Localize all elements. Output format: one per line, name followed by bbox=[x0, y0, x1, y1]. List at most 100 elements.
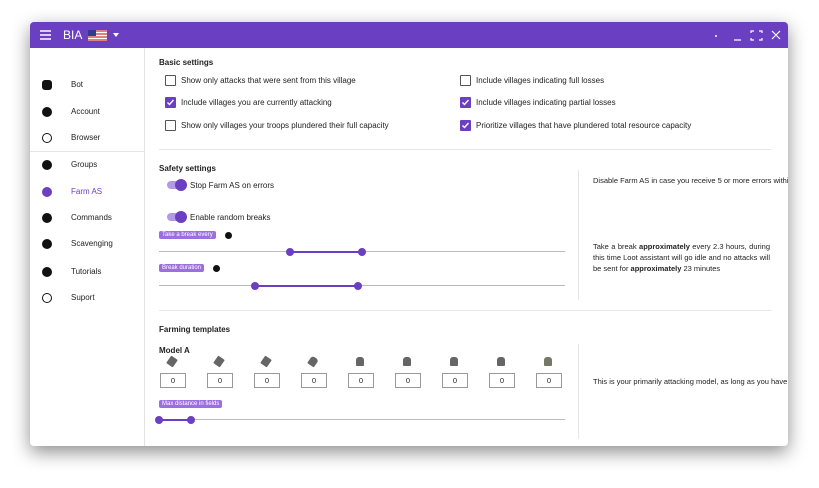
slider-range bbox=[255, 284, 358, 287]
slider[interactable] bbox=[155, 415, 565, 424]
toggle-thumb bbox=[175, 179, 187, 191]
nav-label: Farm AS bbox=[71, 187, 103, 196]
divider bbox=[30, 151, 144, 152]
dropdown-icon[interactable] bbox=[113, 33, 119, 37]
slider-thumb[interactable] bbox=[187, 415, 195, 424]
nav-item[interactable]: Browser bbox=[30, 131, 144, 145]
unit-input[interactable]: 0 bbox=[348, 373, 374, 388]
toggle-label: Stop Farm AS on errors bbox=[190, 181, 275, 190]
check-mark bbox=[462, 99, 470, 106]
checkbox-label: Show only attacks that were sent from th… bbox=[181, 76, 356, 85]
checkbox-label: Include villages indicating full losses bbox=[476, 76, 605, 85]
slider-label: Break duration bbox=[159, 264, 205, 272]
unit-icon bbox=[497, 357, 505, 366]
toggle[interactable] bbox=[167, 211, 187, 223]
window-controls[interactable] bbox=[713, 30, 783, 41]
section-title: Safety settings bbox=[159, 164, 216, 173]
nav-item[interactable]: Suport bbox=[30, 291, 144, 305]
slider[interactable] bbox=[159, 281, 565, 290]
unit-input[interactable]: 0 bbox=[442, 373, 468, 388]
nav-icon bbox=[42, 267, 52, 277]
help-icon[interactable] bbox=[225, 232, 232, 239]
nav-label: Tutorials bbox=[71, 267, 102, 276]
check-mark bbox=[167, 99, 175, 106]
description-part: Take a break bbox=[593, 242, 640, 251]
unit-input[interactable]: 0 bbox=[301, 373, 327, 388]
unit-icon bbox=[356, 357, 364, 366]
nav-item[interactable]: Tutorials bbox=[30, 265, 144, 279]
unit-input[interactable]: 0 bbox=[489, 373, 515, 388]
slider[interactable] bbox=[159, 247, 565, 256]
slider-thumb[interactable] bbox=[155, 415, 163, 424]
nav-item[interactable]: Bot bbox=[30, 78, 144, 92]
sidebar: Bot Account Browser Groups Farm AS Commands Sc… bbox=[30, 48, 145, 446]
toggle-thumb bbox=[175, 211, 187, 223]
checkbox[interactable] bbox=[460, 120, 471, 131]
nav-icon bbox=[42, 187, 52, 197]
check-mark bbox=[462, 122, 470, 129]
toggle[interactable] bbox=[167, 179, 187, 191]
slider-thumb[interactable] bbox=[251, 281, 259, 290]
help-icon[interactable] bbox=[213, 265, 220, 272]
app-title: BIA bbox=[63, 28, 83, 42]
description-part: approximately bbox=[639, 242, 690, 251]
unit-input[interactable]: 0 bbox=[536, 373, 562, 388]
title-bar: BIA bbox=[30, 22, 788, 48]
checkbox-label: Show only villages your troops plundered… bbox=[181, 121, 389, 130]
checkbox[interactable] bbox=[460, 75, 471, 86]
nav-item[interactable]: Farm AS bbox=[30, 185, 144, 199]
flag-icon[interactable] bbox=[88, 30, 107, 41]
unit-icon bbox=[544, 357, 552, 366]
nav-icon bbox=[42, 160, 52, 170]
checkbox-label: Include villages indicating partial loss… bbox=[476, 98, 616, 107]
checkbox-label: Prioritize villages that have plundered … bbox=[476, 121, 692, 130]
model-title: Model A bbox=[159, 346, 190, 355]
description: This is your primarily attacking model, … bbox=[593, 377, 788, 386]
slider-thumb[interactable] bbox=[354, 281, 362, 290]
checkbox-label: Include villages you are currently attac… bbox=[181, 98, 332, 107]
slider-thumb[interactable] bbox=[286, 247, 294, 256]
nav-item[interactable]: Scavenging bbox=[30, 237, 144, 251]
nav-icon bbox=[42, 213, 52, 223]
app-window: BIA Bot Account Browser Groups Farm AS Comman… bbox=[30, 22, 788, 446]
nav-label: Groups bbox=[71, 160, 98, 169]
description-part: 23 minutes bbox=[681, 264, 721, 273]
description: Disable Farm AS in case you receive 5 or… bbox=[593, 176, 788, 185]
nav-label: Bot bbox=[71, 80, 84, 89]
nav-icon bbox=[42, 239, 52, 249]
menu-icon[interactable] bbox=[40, 30, 51, 40]
checkbox[interactable] bbox=[165, 75, 176, 86]
description-part: every 2.3 hours, during this time Loot a… bbox=[593, 242, 771, 273]
nav-label: Suport bbox=[71, 293, 95, 302]
section-title: Basic settings bbox=[159, 58, 214, 67]
slider-label: Take a break every bbox=[159, 231, 216, 239]
slider-label: Max distance in fields bbox=[159, 400, 223, 408]
slider-thumb[interactable] bbox=[358, 247, 366, 256]
nav-icon bbox=[42, 107, 52, 117]
nav-label: Browser bbox=[71, 133, 101, 142]
unit-input[interactable]: 0 bbox=[395, 373, 421, 388]
unit-icon bbox=[307, 355, 319, 368]
divider bbox=[159, 310, 771, 311]
unit-input[interactable]: 0 bbox=[160, 373, 186, 388]
nav-label: Scavenging bbox=[71, 239, 113, 248]
unit-icon bbox=[450, 357, 458, 366]
divider bbox=[578, 344, 579, 439]
nav-icon bbox=[42, 133, 52, 143]
nav-item[interactable]: Account bbox=[30, 105, 144, 119]
unit-input[interactable]: 0 bbox=[254, 373, 280, 388]
unit-icon bbox=[213, 355, 225, 368]
section-title: Farming templates bbox=[159, 325, 231, 334]
checkbox[interactable] bbox=[165, 97, 176, 108]
divider bbox=[159, 149, 771, 150]
nav-item[interactable]: Commands bbox=[30, 211, 144, 225]
divider bbox=[578, 170, 579, 300]
nav-item[interactable]: Groups bbox=[30, 158, 144, 172]
nav-icon bbox=[42, 80, 52, 90]
unit-input[interactable]: 0 bbox=[207, 373, 233, 388]
slider-range bbox=[159, 418, 191, 421]
checkbox[interactable] bbox=[165, 120, 176, 131]
checkbox[interactable] bbox=[460, 97, 471, 108]
slider-range bbox=[290, 250, 362, 253]
